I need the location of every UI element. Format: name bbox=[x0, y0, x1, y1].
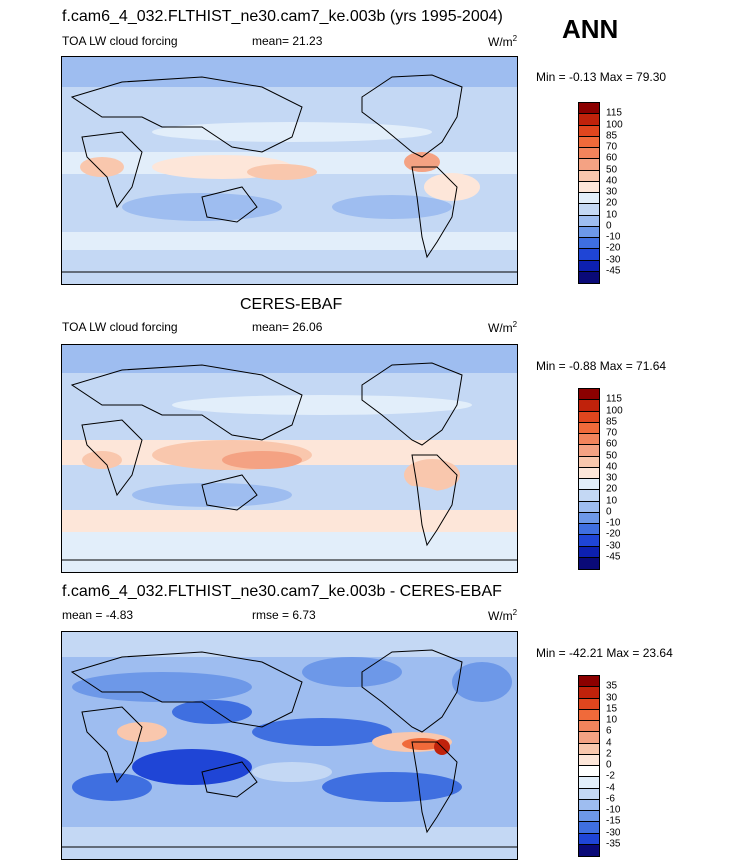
panel3-map bbox=[61, 631, 518, 860]
panel1-colorbar bbox=[578, 102, 600, 284]
panel1-tick: 70 bbox=[606, 141, 618, 153]
panel3-tick: 6 bbox=[606, 725, 612, 737]
panel3-rmse: rmse = 6.73 bbox=[252, 608, 316, 622]
panel2-tick: 115 bbox=[606, 393, 622, 405]
panel2-title: CERES-EBAF bbox=[240, 296, 343, 313]
panel2-tick: 60 bbox=[606, 438, 618, 450]
panel3-tick: 35 bbox=[606, 680, 618, 692]
panel3-tick: 2 bbox=[606, 748, 612, 760]
panel3-tick: -2 bbox=[606, 770, 615, 782]
panel2-tick: 0 bbox=[606, 506, 612, 518]
panel1-tick: 10 bbox=[606, 209, 618, 220]
panel1-tick: 20 bbox=[606, 197, 618, 209]
panel3-tick: -4 bbox=[606, 782, 615, 793]
panel3-tick: 15 bbox=[606, 703, 618, 715]
panel3-title: f.cam6_4_032.FLTHIST_ne30.cam7_ke.003b -… bbox=[62, 583, 502, 600]
panel3-colorbar bbox=[578, 675, 600, 857]
panel2-tick: 85 bbox=[606, 416, 618, 428]
panel1-tick: -20 bbox=[606, 242, 621, 254]
panel2-colorbar bbox=[578, 388, 600, 570]
panel1-tick: 30 bbox=[606, 186, 618, 198]
panel1-mean: mean= 21.23 bbox=[252, 34, 323, 48]
panel2-tick: 40 bbox=[606, 461, 618, 473]
panel1-tick: -10 bbox=[606, 231, 621, 243]
panel2-units: W/m2 bbox=[488, 320, 518, 335]
panel1-tick: 100 bbox=[606, 119, 623, 130]
panel3-tick: -6 bbox=[606, 793, 615, 805]
panel3-tick: 0 bbox=[606, 759, 612, 771]
panel3-units: W/m2 bbox=[488, 608, 518, 623]
panel2-mean: mean= 26.06 bbox=[252, 320, 323, 334]
panel2-tick: 70 bbox=[606, 427, 618, 439]
panel3-minmax: Min = -42.21 Max = 23.64 bbox=[536, 646, 673, 660]
panel2-left-label: TOA LW cloud forcing bbox=[62, 320, 178, 334]
panel2-tick: -10 bbox=[606, 517, 621, 529]
panel2-tick: 30 bbox=[606, 472, 618, 484]
panel3-tick: -35 bbox=[606, 838, 621, 850]
season-label: ANN bbox=[562, 14, 619, 44]
panel2-tick: -30 bbox=[606, 540, 621, 551]
panel1-tick: -45 bbox=[606, 265, 621, 277]
panel3-tick: 4 bbox=[606, 737, 612, 748]
panel2-minmax: Min = -0.88 Max = 71.64 bbox=[536, 359, 667, 373]
panel2-tick: 50 bbox=[606, 450, 618, 461]
panel1-tick: 40 bbox=[606, 175, 618, 187]
panel1-minmax: Min = -0.13 Max = 79.30 bbox=[536, 70, 667, 84]
panel3-tick: 30 bbox=[606, 692, 618, 703]
panel3-tick: -30 bbox=[606, 827, 621, 838]
panel3-tick: -15 bbox=[606, 815, 621, 827]
panel2-map bbox=[61, 344, 518, 573]
panel2-tick: 20 bbox=[606, 483, 618, 495]
panel1-map bbox=[61, 56, 518, 285]
panel2-tick: -20 bbox=[606, 528, 621, 540]
panel1-tick: 0 bbox=[606, 220, 612, 232]
panel2-tick: -45 bbox=[606, 551, 621, 563]
panel3-tick: 10 bbox=[606, 714, 618, 726]
panel1-left-label: TOA LW cloud forcing bbox=[62, 34, 178, 48]
panel1-tick: 115 bbox=[606, 107, 622, 119]
panel2-tick: 10 bbox=[606, 495, 618, 506]
panel1-tick: 60 bbox=[606, 152, 618, 164]
panel1-tick: -30 bbox=[606, 254, 621, 265]
panel3-mean: mean = -4.83 bbox=[62, 608, 134, 622]
panel3-tick: -10 bbox=[606, 804, 621, 816]
panel1-tick: 50 bbox=[606, 164, 618, 175]
panel1-title: f.cam6_4_032.FLTHIST_ne30.cam7_ke.003b (… bbox=[62, 8, 503, 25]
panel1-units: W/m2 bbox=[488, 34, 518, 49]
panel2-tick: 100 bbox=[606, 405, 623, 416]
panel1-tick: 85 bbox=[606, 130, 618, 142]
